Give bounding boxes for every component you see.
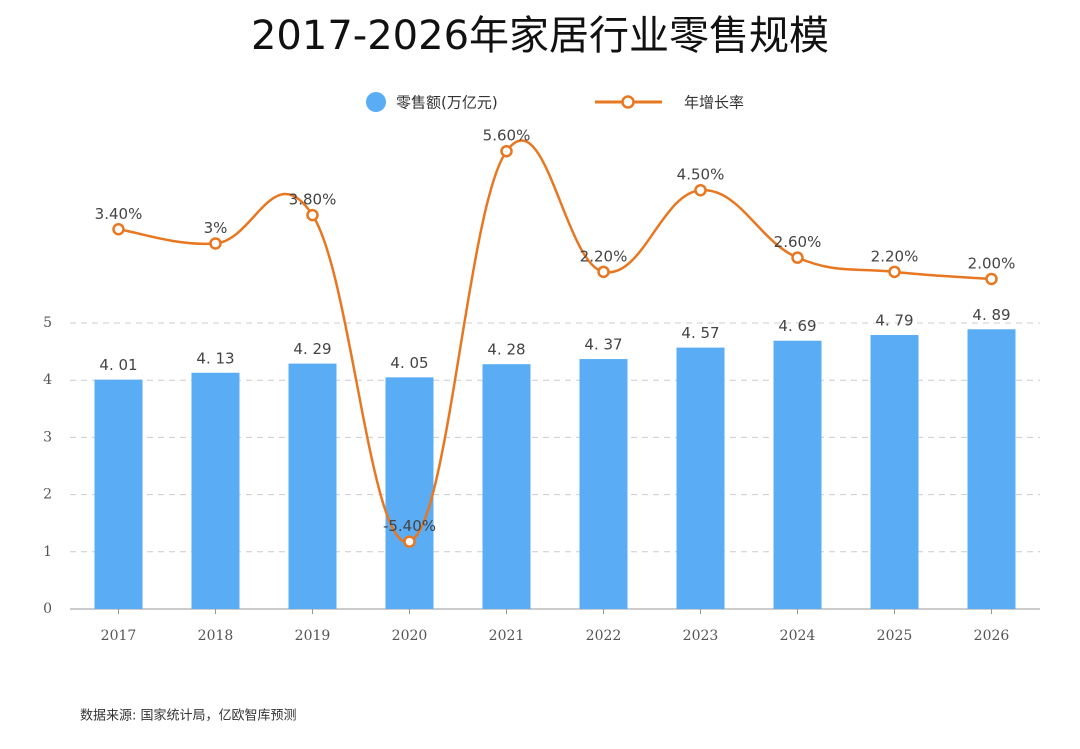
y-tick-label: 4	[43, 372, 52, 388]
bar	[967, 329, 1016, 609]
legend-label: 零售额(万亿元)	[396, 94, 498, 112]
data-label: 2.20%	[871, 247, 919, 265]
data-label: 4. 13	[196, 349, 234, 367]
data-label: 2.60%	[774, 233, 822, 251]
data-label: 2.20%	[580, 247, 628, 265]
data-label: 3.40%	[95, 205, 143, 223]
data-label: 4. 29	[293, 340, 331, 358]
data-label: 5.60%	[483, 127, 531, 145]
bar	[288, 363, 337, 609]
bar	[579, 359, 628, 609]
data-label: 2.00%	[968, 254, 1016, 272]
y-tick-label: 2	[43, 487, 52, 503]
line-point	[694, 183, 707, 197]
y-tick-label: 5	[43, 315, 52, 331]
data-label: 4. 05	[390, 354, 428, 372]
line-point	[985, 272, 998, 286]
bar	[94, 379, 143, 609]
x-tick-label: 2017	[101, 628, 137, 644]
line-point	[888, 265, 901, 279]
bar	[191, 372, 240, 609]
bar	[676, 347, 725, 609]
x-tick-label: 2018	[198, 628, 234, 644]
line-point	[500, 144, 513, 158]
data-label: 4. 28	[487, 341, 525, 359]
line-point	[209, 237, 222, 250]
bar	[870, 335, 919, 609]
data-label: 4. 37	[584, 336, 622, 354]
data-label: 4. 79	[875, 312, 913, 330]
bar	[385, 377, 434, 609]
x-tick-label: 2020	[392, 628, 428, 644]
data-label: 4. 57	[681, 324, 719, 342]
data-label: 4. 69	[778, 317, 816, 335]
x-tick-label: 2025	[877, 628, 913, 644]
x-tick-label: 2019	[295, 628, 331, 644]
data-label: 3%	[204, 219, 228, 237]
x-tick-label: 2022	[586, 628, 622, 644]
line-point	[306, 208, 319, 222]
line	[118, 139, 992, 543]
data-label: 4.50%	[677, 166, 725, 184]
x-tick-label: 2021	[489, 628, 525, 644]
source: 数据来源: 国家统计局，亿欧智库预测	[80, 708, 297, 724]
line-point	[597, 265, 610, 279]
bar	[773, 340, 822, 609]
line-point	[112, 223, 125, 236]
legend-marker	[621, 95, 635, 109]
data-label: 4. 01	[99, 356, 137, 374]
bar	[482, 364, 531, 609]
x-tick-label: 2024	[780, 628, 816, 644]
data-label: 4. 89	[972, 306, 1010, 324]
y-tick-label: 3	[43, 429, 52, 445]
line-point	[791, 251, 804, 264]
y-tick-label: 1	[43, 544, 52, 560]
y-tick-label: 0	[43, 601, 52, 617]
data-label: 3.80%	[289, 191, 337, 209]
legend-label: 年增长率	[684, 94, 744, 112]
line-point	[403, 535, 416, 548]
legend-marker	[366, 92, 386, 112]
data-label: -5.40%	[383, 517, 436, 535]
chart-title: 2017-2026年家居行业零售规模	[251, 13, 829, 59]
x-tick-label: 2023	[683, 628, 719, 644]
x-tick-label: 2026	[974, 628, 1010, 644]
